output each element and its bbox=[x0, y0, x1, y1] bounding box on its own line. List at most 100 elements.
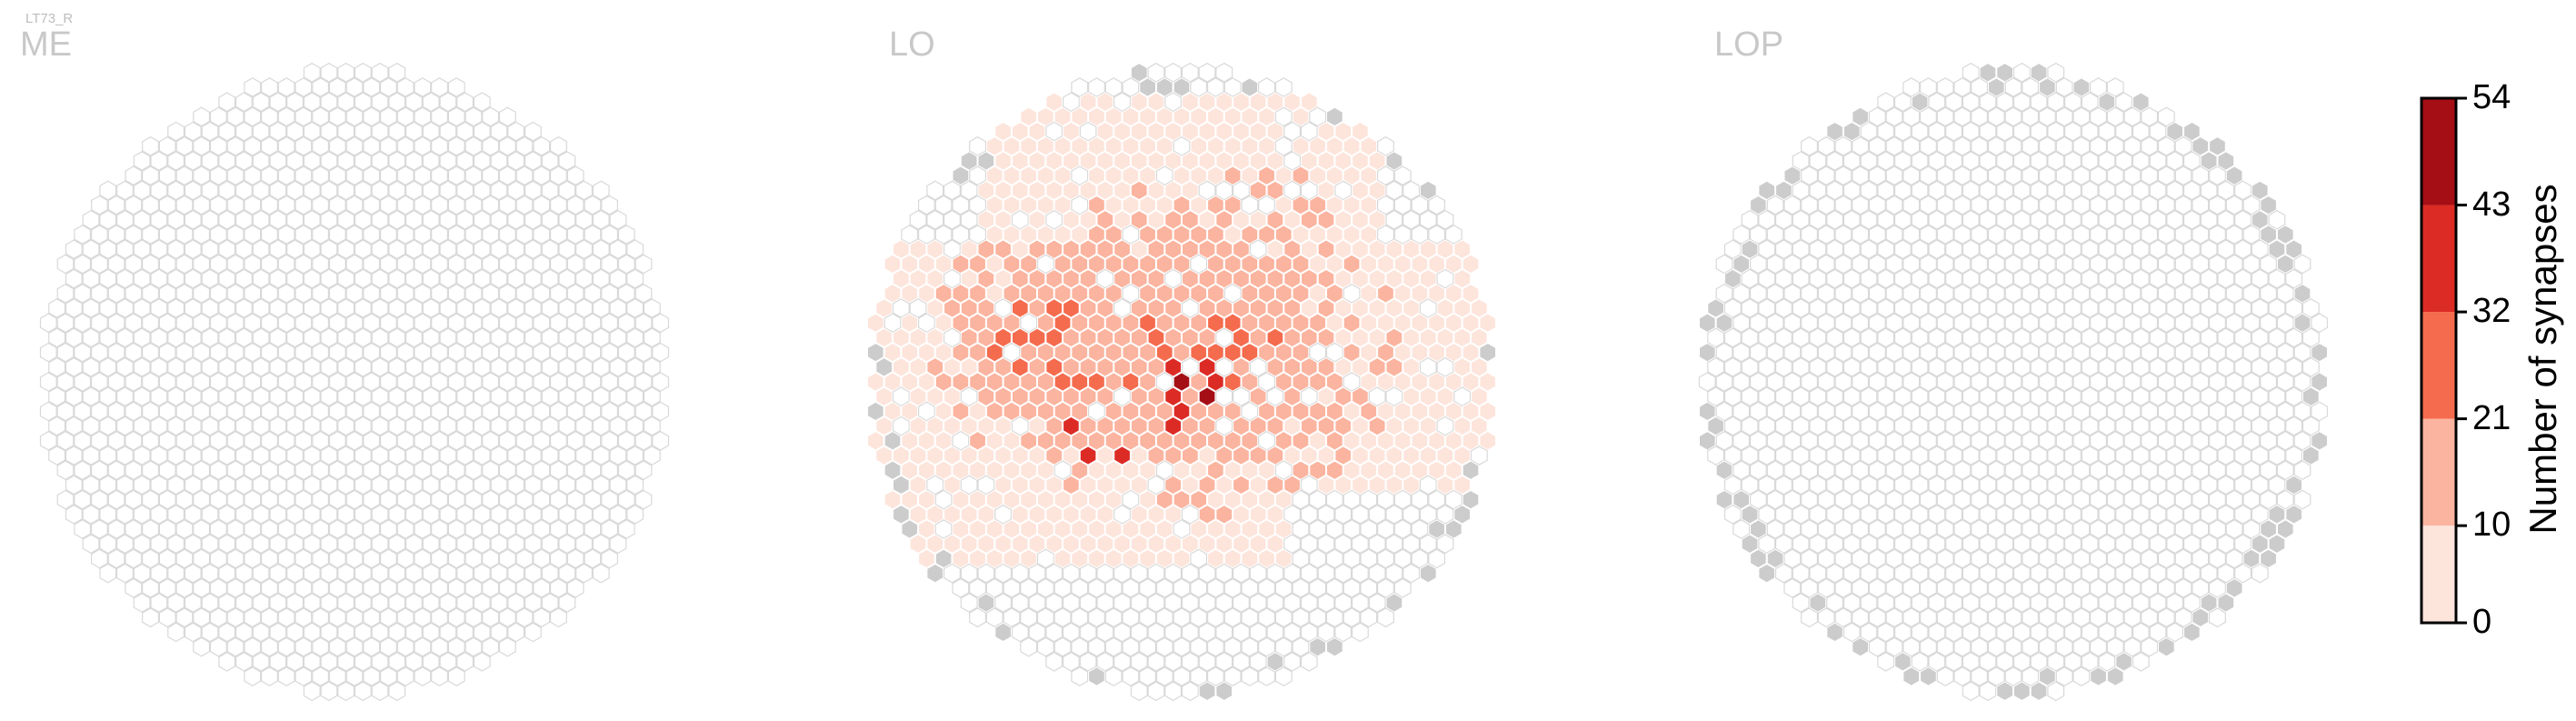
hex-cell bbox=[1996, 593, 2014, 613]
hex-cell bbox=[2022, 254, 2040, 275]
hex-cell bbox=[1053, 254, 1072, 275]
hex-cell bbox=[65, 327, 83, 348]
hex-cell bbox=[218, 356, 236, 377]
hex-cell bbox=[1928, 327, 1946, 348]
hex-cell bbox=[337, 92, 355, 113]
hex-cell bbox=[363, 430, 381, 451]
hex-cell bbox=[609, 209, 627, 230]
hex-cell bbox=[1190, 313, 1207, 333]
hex-cell bbox=[1079, 180, 1097, 201]
hex-cell bbox=[626, 298, 644, 318]
hex-cell bbox=[1087, 636, 1105, 657]
hex-cell bbox=[2047, 475, 2065, 496]
hex-cell bbox=[1393, 313, 1412, 333]
hex-cell bbox=[1368, 593, 1386, 613]
hex-cell bbox=[2192, 401, 2210, 422]
hex-cell bbox=[1190, 401, 1207, 422]
hex-cell bbox=[439, 209, 457, 230]
hex-cell bbox=[1283, 357, 1301, 377]
hex-cell bbox=[1113, 180, 1131, 201]
hex-cell bbox=[1817, 548, 1835, 569]
hex-cell bbox=[2047, 62, 2065, 83]
hex-cell bbox=[601, 254, 619, 275]
hex-cell bbox=[1419, 416, 1437, 436]
hex-cell bbox=[371, 446, 389, 466]
hex-cell bbox=[2234, 534, 2252, 555]
hex-cell bbox=[2132, 446, 2150, 466]
hex-cell bbox=[235, 209, 253, 230]
hex-cell bbox=[167, 239, 185, 260]
hex-cell bbox=[1868, 195, 1886, 215]
hex-cell bbox=[1707, 386, 1725, 407]
hex-cell bbox=[363, 342, 381, 363]
hex-cell bbox=[2200, 534, 2218, 555]
hex-cell bbox=[473, 298, 491, 318]
hex-cell bbox=[1182, 151, 1199, 171]
hex-cell bbox=[1113, 504, 1132, 525]
hex-cell bbox=[2064, 356, 2082, 377]
hex-cell bbox=[2200, 446, 2218, 466]
hex-cell bbox=[2081, 121, 2099, 142]
hex-cell bbox=[994, 298, 1013, 318]
hex-cell bbox=[133, 416, 151, 436]
hex-cell bbox=[1928, 121, 1946, 142]
hex-cell bbox=[295, 77, 313, 97]
hex-cell bbox=[1741, 356, 1759, 377]
hex-cell bbox=[1971, 548, 1988, 569]
hex-cell bbox=[116, 386, 134, 407]
hex-cell bbox=[1088, 666, 1105, 686]
hex-cell bbox=[549, 165, 567, 186]
hex-cell bbox=[244, 489, 262, 510]
hex-cell bbox=[601, 430, 619, 451]
hex-cell bbox=[1774, 416, 1792, 436]
hex-cell bbox=[363, 165, 381, 186]
hex-cell bbox=[2004, 77, 2022, 97]
hex-cell bbox=[1087, 607, 1105, 628]
hex-cell bbox=[1113, 446, 1131, 466]
hex-cell bbox=[1403, 239, 1420, 259]
hex-cell bbox=[422, 534, 440, 555]
hex-cell bbox=[371, 651, 389, 672]
hex-cell bbox=[1164, 151, 1182, 171]
hex-cell bbox=[277, 607, 295, 628]
hex-cell bbox=[1809, 504, 1827, 525]
hex-cell bbox=[1826, 327, 1844, 348]
hex-cell bbox=[2123, 607, 2142, 628]
hex-cell bbox=[1971, 372, 1988, 392]
hex-cell bbox=[2064, 239, 2082, 260]
hex-cell bbox=[2217, 386, 2235, 407]
hex-cell bbox=[2055, 195, 2073, 215]
hex-cell bbox=[926, 386, 944, 406]
hex-cell bbox=[1758, 475, 1776, 496]
hex-cell bbox=[431, 135, 448, 156]
hex-cell bbox=[1436, 268, 1454, 289]
hex-cell bbox=[125, 430, 143, 451]
hex-cell bbox=[1996, 563, 2014, 584]
hex-cell bbox=[1723, 327, 1742, 348]
hex-cell bbox=[2081, 475, 2099, 496]
hex-cell bbox=[422, 151, 440, 171]
hex-cell bbox=[1326, 431, 1343, 451]
hex-cell bbox=[1428, 489, 1446, 510]
hex-cell bbox=[1079, 416, 1097, 436]
hex-cell bbox=[1842, 268, 1861, 289]
hex-cell bbox=[2030, 593, 2048, 613]
hex-cell bbox=[1766, 313, 1784, 334]
hex-cell bbox=[558, 356, 576, 377]
hex-cell bbox=[142, 460, 159, 481]
hex-cell bbox=[2115, 563, 2132, 584]
hex-cell bbox=[1122, 636, 1140, 657]
hex-cell bbox=[414, 225, 432, 245]
hex-cell bbox=[1207, 548, 1224, 569]
hex-cell bbox=[447, 607, 465, 628]
hex-cell bbox=[2098, 180, 2116, 201]
hex-cell bbox=[1223, 372, 1242, 392]
hex-cell bbox=[150, 239, 168, 260]
hex-cell bbox=[558, 504, 576, 525]
hex-cell bbox=[2251, 268, 2269, 289]
hex-cell bbox=[1936, 519, 1954, 539]
hex-cell bbox=[1715, 254, 1733, 275]
colorbar-tick-label: 43 bbox=[2472, 185, 2511, 224]
hex-cell bbox=[1385, 180, 1403, 201]
